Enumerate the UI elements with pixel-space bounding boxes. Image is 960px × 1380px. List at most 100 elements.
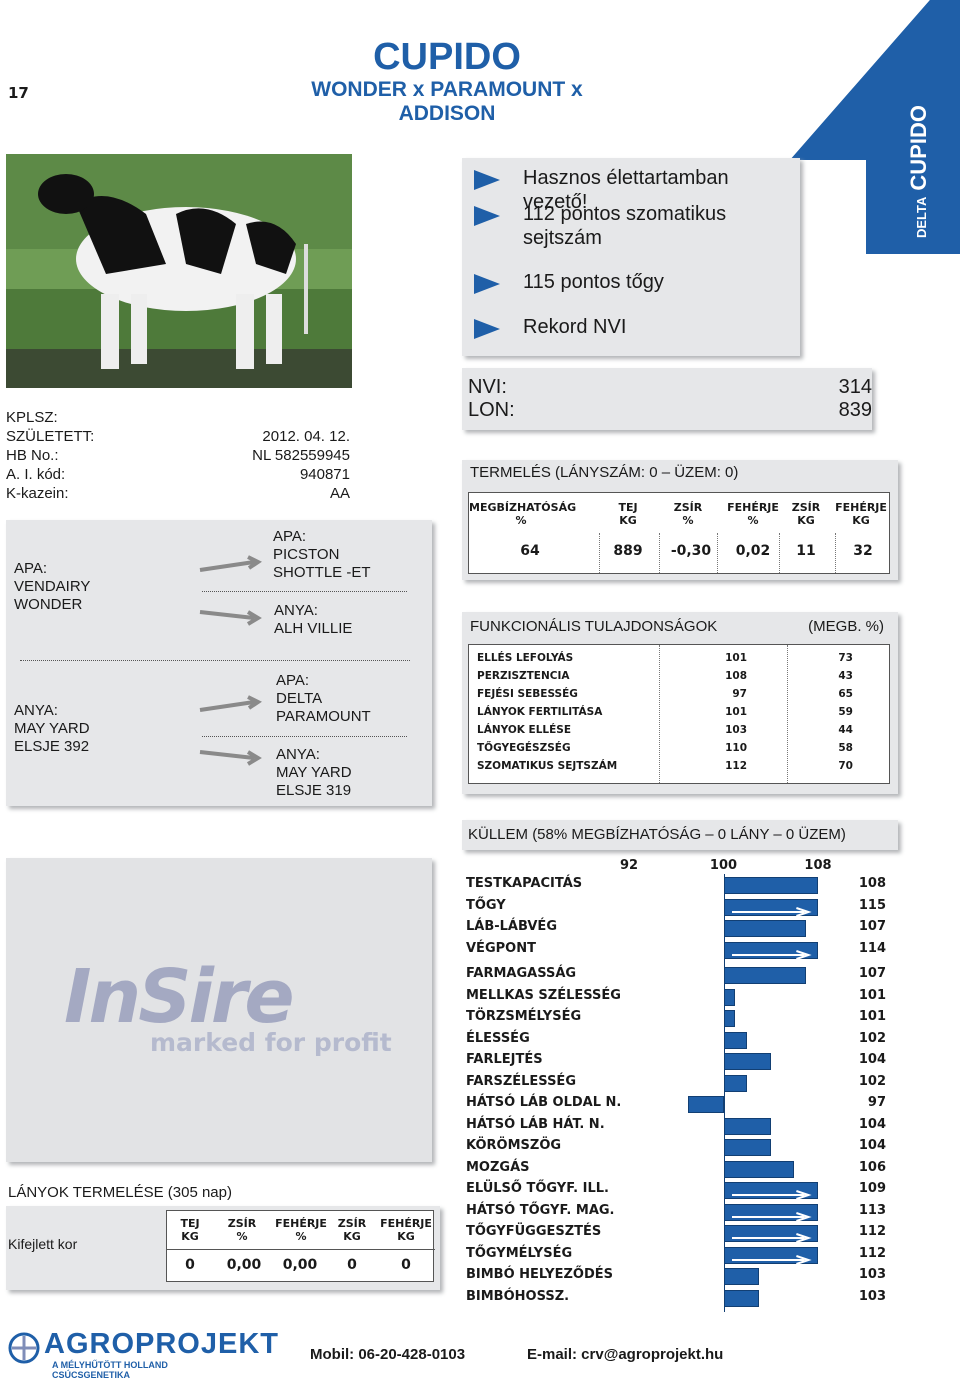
arrow-icon bbox=[474, 319, 500, 339]
functional-unit: (MEGB. %) bbox=[808, 618, 884, 635]
trait-value: 115 bbox=[858, 897, 886, 913]
table-row: LÁNYOK FERTILITÁSA 101 59 bbox=[477, 706, 853, 718]
trait-value: 103 bbox=[858, 1288, 886, 1304]
column-header: ZSÍR% bbox=[673, 501, 703, 527]
scale-labels: 92 100 108 bbox=[466, 858, 896, 874]
nvi-panel: NVI: 314 LON: 839 bbox=[462, 368, 872, 430]
pedigree-arrows bbox=[199, 555, 262, 626]
lon-value: 839 bbox=[838, 399, 872, 421]
trait-bar bbox=[723, 1053, 771, 1070]
trait-bar bbox=[723, 1268, 759, 1285]
trait-label: MELLKAS SZÉLESSÉG bbox=[466, 987, 621, 1003]
info-row: K-kazein: AA bbox=[6, 485, 350, 502]
insire-logo: InSire bbox=[64, 954, 295, 1040]
trait-value: 114 bbox=[858, 940, 886, 956]
daughters-row-label: Kifejlett kor bbox=[8, 1236, 78, 1252]
trait-label: HÁTSÓ TŐGYF. MAG. bbox=[466, 1202, 615, 1218]
trait-bar bbox=[723, 1139, 771, 1156]
bull-name: CUPIDO bbox=[373, 36, 521, 78]
trait-label: HÁTSÓ LÁB OLDAL N. bbox=[466, 1095, 622, 1110]
bull-photo bbox=[6, 154, 352, 388]
trait-value: 104 bbox=[858, 1052, 886, 1067]
pedigree-dam-sire: APA: DELTA PARAMOUNT bbox=[276, 672, 371, 725]
trait-value: 109 bbox=[858, 1181, 886, 1196]
production-panel: TERMELÉS (LÁNYSZÁM: 0 – ÜZEM: 0) MEGBÍZH… bbox=[462, 460, 898, 580]
conformation-chart: 92 100 108 TESTKAPACITÁS 108 TŐGY 115 LÁB-LÁBV… bbox=[466, 858, 896, 1312]
info-row: SZÜLETETT: 2012. 04. 12. bbox=[6, 428, 350, 445]
production-title: TERMELÉS (LÁNYSZÁM: 0 – ÜZEM: 0) bbox=[470, 464, 739, 481]
daughters-table: TEJ KG ZSÍR% FEHÉRJE% ZSÍR KG FEHÉRJE KG 0 … bbox=[166, 1210, 435, 1282]
trait-value: 107 bbox=[858, 966, 886, 981]
base-line bbox=[723, 874, 725, 964]
insire-tagline: marked for profit bbox=[150, 1028, 392, 1057]
trait-bar bbox=[723, 967, 807, 984]
info-row: HB No.: NL 582559945 bbox=[6, 447, 350, 464]
side-tab-prefix: DELTA bbox=[914, 196, 929, 238]
company-name: AGROPROJEKT bbox=[44, 1328, 279, 1360]
email-address: E-mail: crv@agroprojekt.hu bbox=[527, 1346, 724, 1363]
nvi-value: 314 bbox=[838, 376, 872, 398]
table-row: TŐGYEGÉSZSÉG 110 58 bbox=[477, 742, 853, 754]
arrow-icon bbox=[474, 170, 500, 190]
agroprojekt-logo: AGROPROJEKT A MÉLYHŰTÖTT HOLLAND CSÚCSGE… bbox=[8, 1328, 278, 1380]
highlights-panel: Hasznos élettartamban vezető! 112 pontos… bbox=[462, 158, 800, 356]
trait-label: FARSZÉLESSÉG bbox=[466, 1073, 576, 1089]
trait-bar bbox=[723, 1010, 736, 1027]
trait-bar bbox=[723, 920, 807, 937]
trait-label: TŐGYMÉLYSÉG bbox=[466, 1245, 573, 1261]
column-header: TEJ KG bbox=[618, 501, 638, 527]
table-row: SZOMATIKUS SEJTSZÁM 112 70 bbox=[477, 760, 853, 772]
trait-bar bbox=[688, 1096, 724, 1113]
pedigree-sire-dam: ANYA: ALH VILLIE bbox=[274, 602, 353, 637]
conformation-title: KÜLLEM (58% MEGBÍZHATÓSÁG – 0 LÁNY – 0 Ü… bbox=[468, 826, 846, 843]
table-cell: -0,30 bbox=[670, 543, 712, 559]
trait-label: FARLEJTÉS bbox=[466, 1052, 543, 1067]
daughters-title: LÁNYOK TERMELÉSE (305 nap) bbox=[8, 1184, 232, 1201]
column-header: ZSÍR KG bbox=[791, 501, 821, 527]
trait-label: TŐGY bbox=[466, 897, 506, 913]
functional-panel: FUNKCIONÁLIS TULAJDONSÁGOK (MEGB. %) ELL… bbox=[462, 612, 898, 794]
trait-value: 112 bbox=[858, 1224, 886, 1239]
trait-bar bbox=[723, 1074, 748, 1092]
table-cell: 0,02 bbox=[735, 543, 771, 559]
side-tab: DELTA CUPIDO bbox=[866, 98, 960, 254]
trait-value: 106 bbox=[858, 1159, 886, 1175]
bull-info: KPLSZ: SZÜLETETT: 2012. 04. 12. HB No.: NL… bbox=[6, 408, 356, 503]
overflow-arrow-icon bbox=[731, 1185, 813, 1200]
phone-number: Mobil: 06-20-428-0103 bbox=[310, 1346, 466, 1363]
trait-label: BIMBÓHOSSZ. bbox=[466, 1288, 570, 1304]
trait-bar bbox=[723, 877, 818, 894]
trait-bar bbox=[723, 1031, 748, 1049]
trait-label: ELÜLSŐ TŐGYF. ILL. bbox=[466, 1181, 609, 1196]
arrow-icon bbox=[474, 274, 500, 294]
trait-value: 102 bbox=[858, 1030, 886, 1046]
table-cell: 32 bbox=[853, 543, 873, 559]
table-cell: 64 bbox=[520, 543, 540, 559]
table-row: PERZISZTENCIA 108 43 bbox=[477, 670, 853, 682]
trait-bar bbox=[723, 988, 736, 1006]
page-number: 17 bbox=[8, 84, 29, 102]
functional-table: ELLÉS LEFOLYÁS 101 73 PERZISZTENCIA 108 43 F… bbox=[468, 644, 890, 784]
insire-logo-panel: InSire marked for profit bbox=[6, 858, 432, 1162]
trait-label: FARMAGASSÁG bbox=[466, 966, 577, 981]
base-line bbox=[723, 964, 725, 1312]
trait-label: KÖRÖMSZÖG bbox=[466, 1138, 562, 1153]
trait-label: MOZGÁS bbox=[466, 1159, 530, 1175]
trait-value: 107 bbox=[858, 919, 886, 934]
table-cell: 889 bbox=[613, 543, 643, 559]
pedigree-arrows bbox=[199, 695, 262, 766]
company-tagline: A MÉLYHŰTÖTT HOLLAND CSÚCSGENETIKA bbox=[52, 1360, 168, 1380]
page-title: CUPIDO WONDER x PARAMOUNT x ADDISON bbox=[272, 36, 622, 126]
trait-value: 103 bbox=[858, 1267, 886, 1282]
trait-label: VÉGPONT bbox=[466, 940, 536, 956]
trait-value: 112 bbox=[858, 1245, 886, 1261]
trait-value: 101 bbox=[858, 1009, 886, 1024]
trait-bar bbox=[723, 1289, 759, 1307]
table-row: LÁNYOK ELLÉSE 103 44 bbox=[477, 724, 853, 736]
nvi-label: NVI: bbox=[468, 376, 507, 398]
overflow-arrow-icon bbox=[731, 1250, 813, 1265]
trait-bar bbox=[723, 1117, 771, 1135]
trait-value: 97 bbox=[867, 1095, 886, 1110]
table-cell: 11 bbox=[796, 543, 816, 559]
scale-label: 100 bbox=[709, 858, 738, 873]
